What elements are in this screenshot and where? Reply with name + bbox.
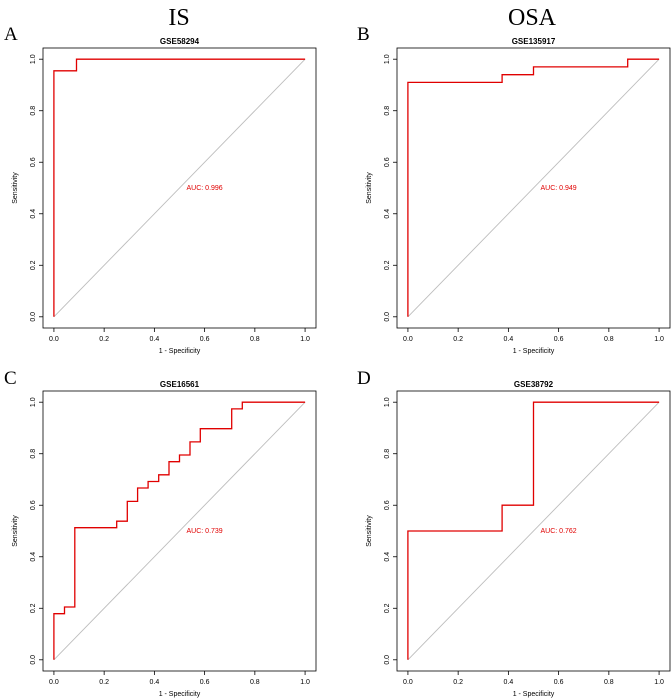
y-tick-label: 0.8 [30, 106, 37, 116]
y-axis-label: Sensitivity [12, 172, 19, 204]
panel-letter: D [357, 368, 371, 389]
y-tick-label: 0.6 [30, 157, 37, 167]
panel-letter: A [4, 24, 18, 45]
x-tick-label: 0.6 [554, 679, 564, 686]
x-tick-label: 0.8 [250, 679, 260, 686]
x-tick-label: 0.6 [200, 336, 210, 343]
y-tick-label: 0.2 [30, 260, 37, 270]
panel-letter: B [357, 24, 370, 45]
plot-frame [396, 390, 671, 672]
x-tick-label: 0.4 [504, 336, 514, 343]
auc-annotation: AUC: 0.949 [541, 185, 577, 192]
diagonal-reference-line [53, 401, 306, 661]
y-tick-label: 0.2 [30, 603, 37, 613]
diagonal-reference-line [53, 58, 306, 318]
y-tick-label: 0.4 [384, 209, 391, 219]
chart-title: GSE135917 [512, 37, 556, 46]
y-axis-label: Sensitivity [366, 172, 373, 204]
x-tick-label: 1.0 [654, 679, 664, 686]
x-tick-label: 0.0 [403, 336, 413, 343]
x-tick-label: 0.2 [99, 679, 109, 686]
x-axis-label: 1 - Specificity [513, 691, 555, 698]
x-axis-label: 1 - Specificity [159, 691, 201, 698]
chart-title: GSE16561 [160, 380, 200, 389]
x-tick-label: 0.0 [403, 679, 413, 686]
roc-panel-a: A GSE58294 0.0 0.0 0.2 0.2 0.4 0.4 0.6 0.6 0.8 0.8 1… [4, 24, 317, 355]
x-tick-label: 1.0 [300, 336, 310, 343]
column-header-osa: OSA [508, 5, 557, 31]
y-tick-label: 0.4 [384, 552, 391, 562]
auc-annotation: AUC: 0.762 [541, 528, 577, 535]
y-tick-label: 1.0 [384, 54, 391, 64]
x-tick-label: 0.2 [453, 336, 463, 343]
x-tick-label: 0.8 [604, 336, 614, 343]
roc-curve [407, 401, 660, 660]
plot-frame [42, 47, 317, 329]
y-tick-label: 0.6 [30, 500, 37, 510]
plot-frame [396, 47, 671, 329]
x-axis-label: 1 - Specificity [513, 348, 555, 355]
y-tick-label: 1.0 [30, 54, 37, 64]
y-tick-label: 0.2 [384, 260, 391, 270]
roc-panel-b: B GSE135917 0.0 0.0 0.2 0.2 0.4 0.4 0.6 0.6 0.8 0.8… [357, 24, 671, 355]
x-tick-label: 0.4 [504, 679, 514, 686]
y-tick-label: 0.0 [384, 655, 391, 665]
x-tick-label: 0.0 [49, 336, 59, 343]
y-tick-label: 0.6 [384, 157, 391, 167]
x-tick-label: 0.6 [200, 679, 210, 686]
x-tick-label: 0.2 [453, 679, 463, 686]
y-tick-label: 0.0 [30, 312, 37, 322]
x-tick-label: 0.0 [49, 679, 59, 686]
roc-panels: A GSE58294 0.0 0.0 0.2 0.2 0.4 0.4 0.6 0.6 0.8 0.8 1… [4, 24, 671, 698]
diagonal-reference-line [407, 58, 660, 318]
chart-title: GSE58294 [160, 37, 200, 46]
x-tick-label: 0.2 [99, 336, 109, 343]
x-tick-label: 1.0 [300, 679, 310, 686]
y-tick-label: 0.8 [384, 106, 391, 116]
roc-curve [53, 401, 306, 660]
diagonal-reference-line [407, 401, 660, 661]
column-header-is: IS [168, 5, 189, 31]
y-tick-label: 1.0 [384, 397, 391, 407]
y-tick-label: 0.6 [384, 500, 391, 510]
y-tick-label: 1.0 [30, 397, 37, 407]
roc-curve [53, 58, 306, 317]
y-tick-label: 0.4 [30, 209, 37, 219]
y-tick-label: 0.2 [384, 603, 391, 613]
x-axis-label: 1 - Specificity [159, 348, 201, 355]
y-tick-label: 0.0 [384, 312, 391, 322]
auc-annotation: AUC: 0.996 [187, 185, 223, 192]
x-tick-label: 0.8 [250, 336, 260, 343]
x-tick-label: 0.4 [150, 336, 160, 343]
auc-annotation: AUC: 0.739 [187, 528, 223, 535]
x-tick-label: 1.0 [654, 336, 664, 343]
plot-frame [42, 390, 317, 672]
y-axis-label: Sensitivity [366, 515, 373, 547]
x-tick-label: 0.6 [554, 336, 564, 343]
y-tick-label: 0.8 [30, 449, 37, 459]
y-axis-label: Sensitivity [12, 515, 19, 547]
roc-panel-c: C GSE16561 0.0 0.0 0.2 0.2 0.4 0.4 0.6 0.6 0.8 0.8 1… [4, 368, 317, 698]
x-tick-label: 0.4 [150, 679, 160, 686]
chart-title: GSE38792 [514, 380, 554, 389]
y-tick-label: 0.8 [384, 449, 391, 459]
panel-letter: C [4, 368, 17, 389]
y-tick-label: 0.0 [30, 655, 37, 665]
y-tick-label: 0.4 [30, 552, 37, 562]
roc-panel-d: D GSE38792 0.0 0.0 0.2 0.2 0.4 0.4 0.6 0.6 0.8 0.8 1… [357, 368, 671, 698]
x-tick-label: 0.8 [604, 679, 614, 686]
roc-curve [407, 58, 660, 317]
